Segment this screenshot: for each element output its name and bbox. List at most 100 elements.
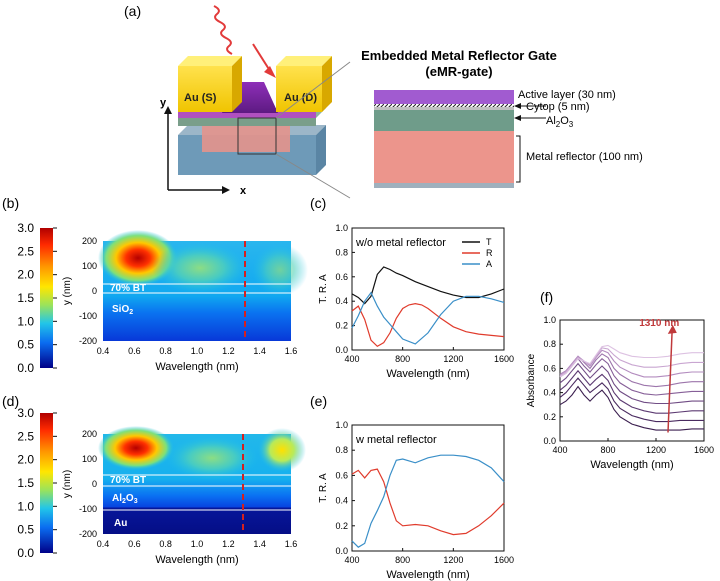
panel-label-d: (d)	[2, 393, 19, 409]
au-label-d: Au	[114, 518, 127, 529]
map-x-tick-label: 0.8	[159, 539, 172, 549]
annotation-arrow	[667, 328, 673, 433]
y-axis-label: T. R. A	[318, 473, 329, 503]
map-x-tick-label: 0.4	[97, 539, 110, 549]
layer-stack	[374, 90, 514, 188]
x-tick-label: 1200	[443, 555, 463, 565]
y-tick-label: 1.0	[335, 420, 348, 430]
map-y-tick-label: 0	[92, 286, 97, 296]
map-x-tick-label: 1.0	[191, 346, 204, 356]
y-arrow-icon	[164, 106, 172, 114]
colorbar-tick-label: 2.0	[17, 453, 34, 467]
colorbar-tick-label: 1.0	[17, 314, 34, 328]
colorbar-tick-label: 3.0	[17, 221, 34, 235]
annotation-label: 1310 nm	[639, 318, 679, 329]
series-line-R	[351, 302, 505, 348]
map-x-tick-label: 0.6	[128, 539, 141, 549]
light-wave-icon	[213, 5, 233, 55]
x-tick-label: 400	[344, 555, 359, 565]
legend-label: R	[486, 248, 493, 258]
chart-title: w/o metal reflector	[355, 237, 446, 249]
chart-e: 0.0 0.2 0.4 0.6 0.8 1.0 400 800 1200 1600 Waveleng…	[318, 420, 514, 581]
device-y-label: y	[160, 97, 167, 109]
colorbar-ticks-d: 3.0 2.5 2.0 1.5 1.0 0.5 0.0	[17, 406, 57, 560]
map-x-tick-label: 1.6	[285, 539, 298, 549]
layer-label-b: SiO2	[112, 304, 133, 316]
map-x-tick-label: 1.4	[253, 346, 266, 356]
series-line-s9	[559, 344, 704, 378]
map-y-tick-label: -200	[79, 336, 97, 346]
x-tick-label: 1200	[443, 354, 463, 364]
colorbar-b	[40, 228, 53, 368]
panel-label-e: (e)	[310, 393, 327, 409]
y-tick-label: 0.6	[543, 363, 556, 373]
bt-label-b: 70% BT	[110, 283, 146, 294]
colorbar-tick-label: 0.0	[17, 546, 34, 560]
colorbar-tick-label: 1.0	[17, 499, 34, 513]
y-tick-label: 1.0	[543, 315, 556, 325]
colorbar-tick-label: 2.5	[17, 244, 34, 258]
map-y-tick-label: -100	[79, 504, 97, 514]
chart-c: 0.0 0.2 0.4 0.6 0.8 1.0 400 800 1200 1600 Waveleng…	[318, 223, 514, 380]
series-line-s2	[559, 377, 704, 423]
x-tick-label: 1600	[694, 445, 714, 455]
map-x-tick-label: 1.2	[222, 346, 235, 356]
series-line-R	[351, 468, 505, 536]
device-illustration	[178, 56, 332, 175]
x-tick-label: 800	[395, 354, 410, 364]
series-line-s3	[559, 369, 704, 414]
map-y-tick-label: 100	[82, 454, 97, 464]
colorbar-tick-label: 2.5	[17, 429, 34, 443]
source-label: Au (S)	[184, 92, 217, 104]
colorbar-tick-label: 3.0	[17, 406, 34, 420]
x-tick-label: 400	[552, 445, 567, 455]
x-axis-label: Wavelength (nm)	[590, 459, 673, 471]
x-arrow-icon	[222, 186, 230, 194]
y-tick-label: 0.6	[335, 272, 348, 282]
y-tick-label: 0.4	[335, 496, 348, 506]
bt-label-d: 70% BT	[110, 475, 146, 486]
y-tick-label: 0.4	[335, 296, 348, 306]
y-tick-label: 0.6	[335, 470, 348, 480]
field-map-b	[98, 230, 308, 341]
map-x-tick-label: 0.8	[159, 346, 172, 356]
colorbar-tick-label: 2.0	[17, 268, 34, 282]
series-line-s4	[559, 362, 704, 405]
inset-title-line2: (eMR-gate)	[425, 64, 492, 79]
cytop-label: Cytop (5 nm)	[526, 101, 590, 113]
y-tick-label: 0.8	[543, 339, 556, 349]
plot-frame	[559, 319, 705, 442]
layer-label-d: Al2O3	[112, 493, 138, 505]
panel-label-b: (b)	[2, 195, 19, 211]
device-x-label: x	[240, 185, 247, 197]
inset-title-line1: Embedded Metal Reflector Gate	[361, 48, 557, 63]
y-tick-label: 0.2	[335, 521, 348, 531]
y-tick-label: 0.8	[335, 247, 348, 257]
colorbar-tick-label: 0.5	[17, 523, 34, 537]
metal-reflector-bracket	[516, 135, 521, 183]
map-y-tick-label: 0	[92, 479, 97, 489]
colorbar-ticks-b: 3.0 2.5 2.0 1.5 1.0 0.5 0.0	[17, 221, 57, 375]
map-x-label: Wavelength (nm)	[155, 361, 238, 373]
al2o3-arrow-icon	[514, 115, 521, 121]
plot-frame	[351, 424, 505, 552]
active-layer-label: Active layer (30 nm)	[518, 89, 616, 101]
y-tick-label: 0.0	[335, 345, 348, 355]
y-tick-label: 0.0	[543, 436, 556, 446]
map-x-tick-label: 1.6	[285, 346, 298, 356]
field-map-d	[98, 426, 306, 534]
panel-label-c: (c)	[310, 195, 326, 211]
map-y-tick-label: -100	[79, 311, 97, 321]
colorbar-tick-label: 1.5	[17, 476, 34, 490]
colorbar-tick-label: 0.0	[17, 361, 34, 375]
colorbar-d	[40, 413, 53, 553]
colorbar-tick-label: 1.5	[17, 291, 34, 305]
map-x-tick-label: 0.6	[128, 346, 141, 356]
map-x-tick-label: 1.2	[222, 539, 235, 549]
series-line-s5	[559, 357, 704, 396]
map-y-label: y (nm)	[62, 277, 73, 305]
y-tick-label: 0.8	[335, 445, 348, 455]
